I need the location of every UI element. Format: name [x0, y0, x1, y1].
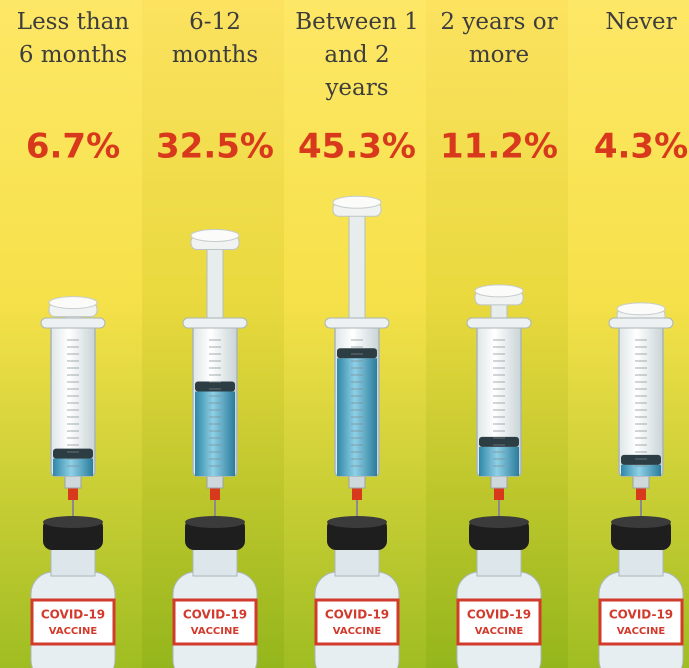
- stopper: [621, 455, 661, 465]
- barrel-flange: [325, 318, 389, 328]
- vial-label-text: VACCINE: [333, 626, 382, 637]
- stopper: [195, 382, 235, 392]
- vial-label-text: VACCINE: [617, 626, 666, 637]
- vial-cap-top: [185, 516, 245, 528]
- vial-neck: [335, 546, 379, 576]
- plunger-thumb-top: [191, 230, 239, 242]
- vial-label-text: VACCINE: [191, 626, 240, 637]
- vial-cap-top: [327, 516, 387, 528]
- plunger-thumb-top: [49, 297, 97, 309]
- vial-cap-top: [469, 516, 529, 528]
- nozzle: [349, 476, 365, 488]
- nozzle: [633, 476, 649, 488]
- liquid: [195, 392, 235, 477]
- vial-label-text: COVID-19: [183, 608, 247, 622]
- liquid: [479, 447, 519, 476]
- vial-cap-top: [43, 516, 103, 528]
- infographic: 6.7% COVID-19 VACCINE 32.5% COVID-19 VACCINE 4…: [0, 0, 689, 668]
- liquid: [53, 459, 93, 476]
- barrel-flange: [41, 318, 105, 328]
- vial-label-text: VACCINE: [49, 626, 98, 637]
- barrel-flange: [609, 318, 673, 328]
- nozzle: [491, 476, 507, 488]
- category-label: 2 years or more: [436, 6, 562, 72]
- value-label: 11.2%: [440, 127, 558, 167]
- plunger-thumb-top: [333, 196, 381, 208]
- category-label: 6-12 months: [152, 6, 278, 72]
- vial-label-text: COVID-19: [325, 608, 389, 622]
- value-label: 6.7%: [26, 127, 120, 167]
- vial-label-text: COVID-19: [41, 608, 105, 622]
- plunger-thumb-top: [475, 285, 523, 297]
- stopper: [337, 348, 377, 358]
- nozzle: [207, 476, 223, 488]
- plunger-thumb-top: [617, 303, 665, 315]
- vial-neck: [477, 546, 521, 576]
- vial-neck: [193, 546, 237, 576]
- vial-label-text: COVID-19: [467, 608, 531, 622]
- vial-cap-top: [611, 516, 671, 528]
- vial-label-text: VACCINE: [475, 626, 524, 637]
- value-label: 45.3%: [298, 127, 416, 167]
- category-label: Between 1 and 2 years: [294, 6, 420, 105]
- vial-neck: [51, 546, 95, 576]
- category-label: Never: [578, 6, 689, 39]
- stopper: [53, 449, 93, 459]
- barrel: [619, 325, 663, 476]
- barrel-flange: [183, 318, 247, 328]
- nozzle: [65, 476, 81, 488]
- vial-neck: [619, 546, 663, 576]
- value-label: 32.5%: [156, 127, 274, 167]
- category-label: Less than 6 months: [10, 6, 136, 72]
- value-label: 4.3%: [594, 127, 688, 167]
- barrel-flange: [467, 318, 531, 328]
- vial-label-text: COVID-19: [609, 608, 673, 622]
